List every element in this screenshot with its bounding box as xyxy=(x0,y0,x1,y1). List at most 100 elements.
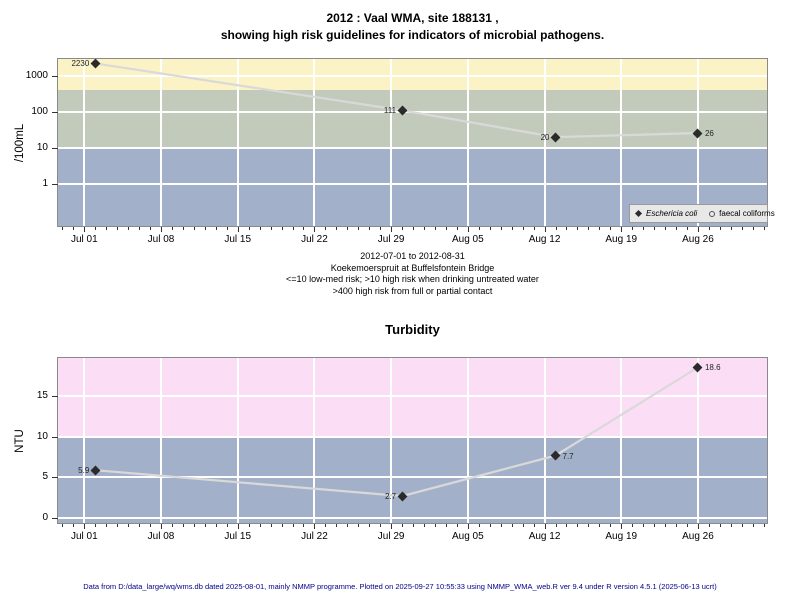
x-tick xyxy=(117,227,119,230)
x-tick xyxy=(708,524,710,527)
legend: Eschericia coli faecal coliforms xyxy=(629,204,775,223)
legend-entry-ecoli: Eschericia coli xyxy=(630,205,703,222)
x-tick xyxy=(478,227,480,230)
x-tick-label: Jul 01 xyxy=(70,531,98,542)
y-tick-label: 1000 xyxy=(25,69,48,81)
x-tick-label: Aug 05 xyxy=(451,234,484,245)
x-tick xyxy=(741,524,743,527)
x-tick-label: Jul 22 xyxy=(301,234,328,245)
y-tick-label: 15 xyxy=(36,390,48,402)
x-tick xyxy=(150,227,152,230)
y-tick-label: 1 xyxy=(42,177,48,189)
h-gridline xyxy=(58,476,767,479)
x-tick xyxy=(248,227,250,230)
x-tick xyxy=(369,524,371,527)
v-gridline xyxy=(236,59,239,226)
x-tick-label: Aug 26 xyxy=(682,234,714,245)
x-tick xyxy=(128,227,130,230)
x-tick xyxy=(478,524,480,527)
x-tick xyxy=(456,227,458,230)
x-tick xyxy=(84,227,86,232)
x-tick xyxy=(687,227,688,230)
x-tick xyxy=(424,524,425,527)
x-tick xyxy=(139,227,141,230)
chart1-subtitle: 2012-07-01 to 2012-08-31 Koekemoerspruit… xyxy=(58,251,767,297)
v-gridline xyxy=(543,358,546,523)
x-tick-label: Jul 15 xyxy=(224,234,252,245)
x-tick xyxy=(566,524,568,527)
x-tick xyxy=(511,227,513,230)
x-tick xyxy=(161,227,162,232)
h-gridline xyxy=(58,516,767,519)
y-tick-label: 5 xyxy=(42,471,48,483)
x-tick xyxy=(687,524,688,527)
x-tick xyxy=(752,227,754,230)
plot-area: 2230 111 20 26 xyxy=(57,58,768,227)
x-tick xyxy=(632,227,634,230)
x-tick xyxy=(193,227,195,230)
v-gridline xyxy=(313,59,316,226)
x-tick xyxy=(467,524,469,529)
x-tick xyxy=(106,524,108,527)
x-tick xyxy=(424,227,425,230)
x-tick xyxy=(292,524,294,527)
x-tick xyxy=(336,227,338,230)
x-tick xyxy=(413,227,415,230)
v-gridline xyxy=(543,59,546,226)
point-label: 2230 xyxy=(71,59,90,69)
x-tick xyxy=(588,227,590,230)
x-tick xyxy=(95,524,97,527)
v-gridline xyxy=(466,59,469,226)
x-tick xyxy=(314,524,316,529)
x-tick xyxy=(193,524,195,527)
x-tick xyxy=(248,524,250,527)
x-tick xyxy=(215,227,217,230)
x-tick xyxy=(599,524,601,527)
x-tick xyxy=(511,524,513,527)
v-gridline xyxy=(696,358,699,523)
x-tick-label: Jul 01 xyxy=(70,234,98,245)
x-tick xyxy=(204,524,206,527)
x-tick xyxy=(226,524,228,527)
x-tick-label: Aug 12 xyxy=(528,531,561,542)
point-label: 18.6 xyxy=(704,363,721,373)
x-tick xyxy=(610,227,612,230)
x-tick xyxy=(369,227,371,230)
x-tick xyxy=(577,227,579,230)
open-circle-icon xyxy=(709,210,716,217)
v-gridline xyxy=(236,358,239,523)
x-tick-label: Aug 26 xyxy=(682,531,714,542)
x-tick xyxy=(621,227,623,232)
x-tick xyxy=(358,227,360,230)
y-axis-label: NTU xyxy=(14,428,26,453)
x-tick xyxy=(259,227,261,230)
x-tick xyxy=(413,524,415,527)
x-tick xyxy=(270,227,272,230)
y-tick-label: 100 xyxy=(31,105,48,117)
y-tick xyxy=(52,396,58,398)
x-tick xyxy=(566,227,568,230)
x-tick xyxy=(281,227,283,230)
filled-diamond-icon xyxy=(634,209,643,218)
x-tick xyxy=(654,227,656,230)
x-tick xyxy=(336,524,338,527)
subtitle-risk-note-1: <=10 low-med risk; >10 high risk when dr… xyxy=(286,274,539,284)
x-tick-label: Aug 19 xyxy=(605,531,638,542)
x-tick xyxy=(259,524,261,527)
x-tick xyxy=(763,227,765,230)
x-tick xyxy=(73,227,75,230)
x-tick xyxy=(654,524,656,527)
series-line xyxy=(94,62,700,139)
x-tick xyxy=(599,227,601,230)
x-tick xyxy=(270,524,272,527)
point-label: 7.7 xyxy=(562,451,574,461)
x-tick-label: Jul 08 xyxy=(147,234,175,245)
x-tick xyxy=(314,227,316,232)
point-label: 20 xyxy=(540,133,550,143)
x-tick xyxy=(182,227,184,230)
v-gridline xyxy=(390,59,393,226)
point-label: 26 xyxy=(704,129,714,139)
y-tick xyxy=(52,75,58,77)
x-tick xyxy=(237,227,239,232)
